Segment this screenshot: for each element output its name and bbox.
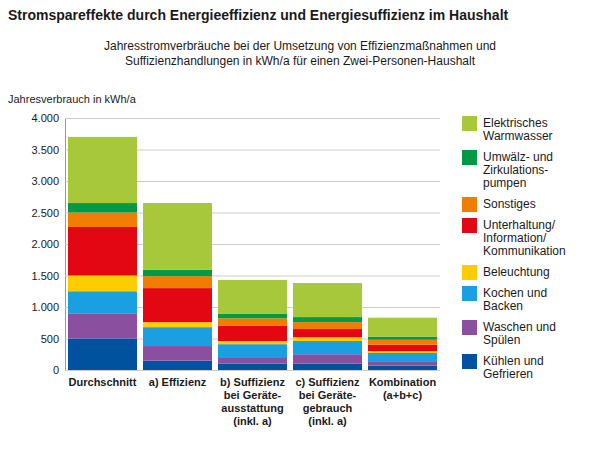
series bbox=[68, 137, 437, 337]
plot: 0 500 1.000 1.500 2.000 2.500 3.000 3.500 4.000 D… bbox=[31, 112, 440, 427]
y-tick-label: 1.000 bbox=[31, 301, 59, 313]
legend-item: Kühlen undGefrieren bbox=[462, 354, 544, 381]
x-tick-label: a) Effizienz bbox=[149, 376, 207, 388]
legend-swatch bbox=[462, 116, 477, 131]
bar-segment bbox=[143, 203, 212, 270]
legend-label: Kühlen undGefrieren bbox=[483, 354, 544, 381]
bar-segment bbox=[218, 364, 287, 370]
legend-swatch bbox=[462, 150, 477, 165]
bar-segment bbox=[68, 313, 137, 338]
legend-item: Sonstiges bbox=[462, 197, 536, 212]
y-tick-label: 500 bbox=[41, 333, 59, 345]
bar-segment bbox=[368, 366, 437, 370]
series bbox=[68, 203, 437, 340]
bar-segment bbox=[218, 314, 287, 318]
chart: Stromspareffekte durch Energieeffizienz … bbox=[0, 0, 600, 450]
series bbox=[68, 339, 437, 371]
x-tick-label: Kombination(a+b+c) bbox=[369, 376, 436, 401]
bar-segment bbox=[68, 291, 137, 313]
legend-item: Waschen undSpülen bbox=[462, 320, 556, 347]
legend-label: Unterhaltung/Information/Kommunikation bbox=[483, 218, 566, 258]
bar-segment bbox=[368, 353, 437, 361]
y-tick-label: 3.000 bbox=[31, 175, 59, 187]
bar-segment bbox=[143, 327, 212, 346]
legend-swatch bbox=[462, 265, 477, 280]
bar-segment bbox=[143, 361, 212, 370]
legend-item: Kochen undBacken bbox=[462, 286, 547, 313]
bar-segment bbox=[218, 326, 287, 341]
y-tick-label: 2.000 bbox=[31, 238, 59, 250]
bar-segment bbox=[218, 280, 287, 314]
legend-swatch bbox=[462, 218, 477, 233]
series bbox=[68, 313, 437, 365]
bar-segment bbox=[293, 283, 362, 317]
bar-segment bbox=[293, 337, 362, 341]
grid-line bbox=[65, 370, 440, 371]
bar-segment bbox=[368, 351, 437, 353]
legend-swatch bbox=[462, 354, 477, 369]
bar-segment bbox=[293, 317, 362, 322]
bar-segment bbox=[293, 364, 362, 370]
grid-line bbox=[65, 118, 440, 119]
bar-segment bbox=[143, 288, 212, 322]
legend-item: Umwälz- undZirkulations-pumpen bbox=[462, 150, 553, 190]
legend-item: Unterhaltung/Information/Kommunikation bbox=[462, 218, 566, 258]
bar-segment bbox=[143, 346, 212, 360]
legend: ElektrischesWarmwasser Umwälz- undZirkula… bbox=[462, 116, 566, 381]
legend-swatch bbox=[462, 286, 477, 301]
series bbox=[68, 276, 437, 353]
bar-segment bbox=[293, 341, 362, 354]
legend-label: ElektrischesWarmwasser bbox=[483, 116, 553, 143]
y-axis-title: Jahresverbrauch in kWh/a bbox=[8, 93, 137, 105]
title: Stromspareffekte durch Energieeffizienz … bbox=[8, 7, 509, 23]
bar-segment bbox=[68, 203, 137, 212]
y-tick-label: 1.500 bbox=[31, 270, 59, 282]
bar-segment bbox=[143, 276, 212, 288]
y-axis-line bbox=[66, 119, 441, 371]
bar-segment bbox=[143, 322, 212, 327]
bar-segment bbox=[218, 318, 287, 326]
legend-swatch bbox=[462, 320, 477, 335]
subtitle: Jahresstromverbräuche bei der Umsetzung … bbox=[104, 39, 496, 68]
bar-segment bbox=[368, 361, 437, 365]
bar-segment bbox=[68, 137, 137, 203]
y-axis: 0 500 1.000 1.500 2.000 2.500 3.000 3.500 4.000 bbox=[31, 112, 440, 376]
legend-label: Beleuchtung bbox=[483, 265, 550, 279]
y-tick-label: 2.500 bbox=[31, 207, 59, 219]
bar-segment bbox=[218, 341, 287, 344]
legend-label: Sonstiges bbox=[483, 197, 536, 211]
bar-segment bbox=[68, 276, 137, 292]
bar-segment bbox=[368, 340, 437, 345]
legend-swatch bbox=[462, 197, 477, 212]
bar-segment bbox=[218, 344, 287, 358]
y-tick-label: 3.500 bbox=[31, 144, 59, 156]
bar-segment bbox=[293, 329, 362, 337]
bar-segment bbox=[368, 337, 437, 340]
bar-segment bbox=[68, 227, 137, 276]
legend-item: ElektrischesWarmwasser bbox=[462, 116, 553, 143]
bars bbox=[68, 137, 437, 370]
bar-segment bbox=[293, 322, 362, 329]
legend-label: Waschen undSpülen bbox=[483, 320, 556, 347]
y-tick-label: 0 bbox=[53, 364, 59, 376]
series bbox=[68, 227, 437, 351]
x-tick-label: b) Suffizienzbei Geräte-ausstattung(inkl… bbox=[220, 376, 285, 427]
bar-segment bbox=[68, 339, 137, 371]
bar-segment bbox=[218, 358, 287, 364]
legend-item: Beleuchtung bbox=[462, 265, 550, 280]
legend-label: Umwälz- undZirkulations-pumpen bbox=[483, 150, 553, 190]
bar-segment bbox=[368, 345, 437, 351]
bar-segment bbox=[293, 354, 362, 363]
x-tick-label: Durchschnitt bbox=[69, 376, 137, 388]
bar-segment bbox=[368, 318, 437, 337]
bar-segment bbox=[68, 213, 137, 227]
bar-segment bbox=[143, 270, 212, 276]
series bbox=[68, 213, 437, 345]
y-tick: 4.000 bbox=[31, 112, 440, 124]
legend-label: Kochen undBacken bbox=[483, 286, 547, 313]
x-tick-label: c) Suffizienzbei Geräte-gebrauch(inkl. a… bbox=[295, 376, 360, 427]
y-tick-label: 4.000 bbox=[31, 112, 59, 124]
